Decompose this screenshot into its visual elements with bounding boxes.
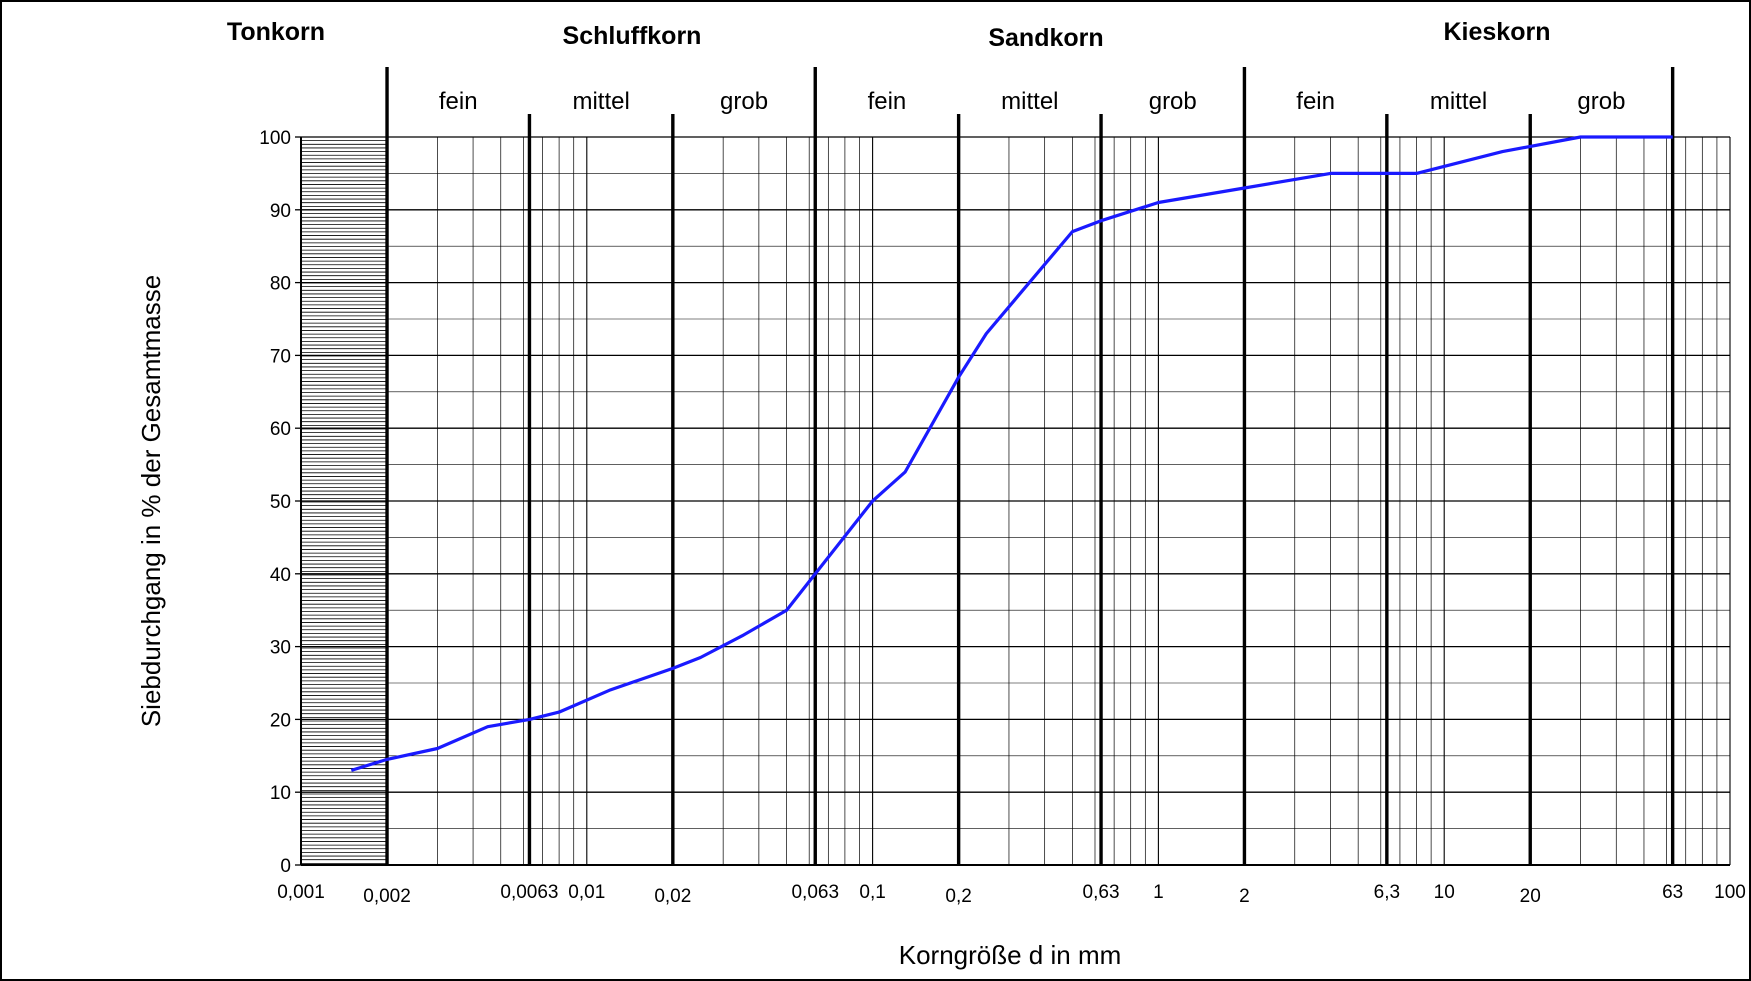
x-tick-label: 100 [1714,882,1746,903]
subdivision-label: fein [1296,88,1335,115]
soil-group-label: Kieskorn [1444,18,1551,46]
x-tick-label: 0,0063 [500,882,558,903]
y-tick-label: 100 [259,128,291,149]
subdivision-label: grob [720,88,768,115]
y-tick-labels: 0 10 20 30 40 50 60 70 80 90 100 [259,128,301,877]
subdivision-label: fein [439,88,478,115]
x-tick-label: 0,01 [568,882,605,903]
series-layer [350,135,1673,772]
subdivision-label: grob [1149,88,1197,115]
x-tick-label: 0,1 [859,882,885,903]
x-tick-label: 6,3 [1374,882,1400,903]
series-line [350,135,1673,772]
subdivision-label: mittel [572,88,629,115]
subdivision-labels: fein mittel grob fein mittel grob fein mittel gr… [439,88,1626,115]
x-tick-labels: 0,001 0,002 0,0063 0,01 0,02 0,063 0,1 0,2 0,63 1… [277,882,1746,907]
x-axis-label: Korngröße d in mm [899,940,1122,970]
x-tick-label: 0,001 [277,882,325,903]
subdivision-label: mittel [1430,88,1487,115]
y-tick-label: 50 [270,492,291,513]
y-tick-label: 80 [270,274,291,295]
subdivision-label: fein [868,88,907,115]
x-tick-label: 10 [1434,882,1455,903]
x-tick-label: 0,63 [1083,882,1120,903]
soil-group-labels: Tonkorn Schluffkorn Sandkorn Kieskorn [227,18,1551,52]
y-tick-label: 70 [270,346,291,367]
y-tick-label: 30 [270,638,291,659]
x-tick-label: 2 [1239,886,1250,907]
x-tick-label: 0,02 [654,886,691,907]
clay-hatch [301,136,388,864]
soil-group-label: Tonkorn [227,18,325,46]
y-tick-label: 90 [270,201,291,222]
x-tick-label: 63 [1662,882,1683,903]
fraction-boundaries [385,67,1675,865]
x-tick-label: 1 [1153,882,1164,903]
soil-group-label: Schluffkorn [563,22,702,50]
x-tick-label: 20 [1520,886,1541,907]
y-tick-label: 40 [270,565,291,586]
x-tick-label: 0,2 [945,886,971,907]
x-tick-label: 0,002 [363,886,411,907]
y-tick-label: 60 [270,419,291,440]
major-gridlines [301,136,1731,866]
y-tick-label: 20 [270,710,291,731]
subdivision-label: grob [1577,88,1625,115]
x-tick-label: 0,063 [791,882,839,903]
subdivision-label: mittel [1001,88,1058,115]
y-tick-label: 0 [280,856,291,877]
y-tick-label: 10 [270,783,291,804]
soil-group-label: Sandkorn [988,24,1103,52]
y-axis-label: Siebdurchgang in % der Gesamtmasse [136,275,166,727]
